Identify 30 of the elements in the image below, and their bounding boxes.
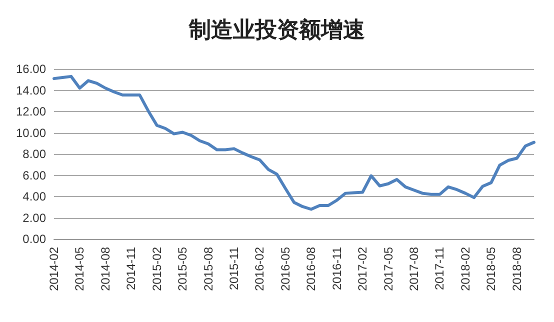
x-tick-label: 2014-08 xyxy=(98,246,112,292)
y-tick-label: 2.00 xyxy=(22,210,46,225)
x-tick-label: 2017-11 xyxy=(432,246,447,290)
y-tick-label: 4.00 xyxy=(22,190,46,204)
x-tick-label: 2014-11 xyxy=(124,246,138,290)
line-series xyxy=(52,74,536,211)
y-tick-label: 16.00 xyxy=(16,62,46,76)
x-tick-label: 2018-02 xyxy=(458,246,472,292)
y-tick-label: 6.00 xyxy=(22,168,46,182)
x-tick-label: 2014-02 xyxy=(47,246,61,292)
x-tick-label: 2017-08 xyxy=(407,246,421,292)
x-tick-label: 2016-08 xyxy=(304,246,318,292)
x-tick-label: 2017-02 xyxy=(356,246,370,292)
chart-title: 制造业投资额增速 xyxy=(188,17,365,43)
x-tick-label: 2017-05 xyxy=(381,246,396,292)
x-tick-label: 2015-11 xyxy=(227,246,241,290)
x-tick-label: 2015-08 xyxy=(201,246,216,292)
x-tick-label: 2014-05 xyxy=(72,246,87,292)
y-tick-label: 0.00 xyxy=(22,232,46,246)
y-tick-label: 8.00 xyxy=(22,147,46,161)
x-tick-label: 2016-11 xyxy=(330,246,344,290)
y-tick-label: 14.00 xyxy=(16,83,46,98)
x-tick-label: 2018-08 xyxy=(510,246,524,292)
x-tick-label: 2018-05 xyxy=(484,246,498,292)
x-tick-label: 2015-05 xyxy=(176,246,190,292)
x-tick-label: 2016-05 xyxy=(278,246,292,292)
x-tick-label: 2015-02 xyxy=(150,246,164,292)
y-tick-label: 10.00 xyxy=(16,126,46,140)
y-tick-label: 12.00 xyxy=(16,104,46,118)
x-tick-label: 2016-02 xyxy=(252,246,267,292)
